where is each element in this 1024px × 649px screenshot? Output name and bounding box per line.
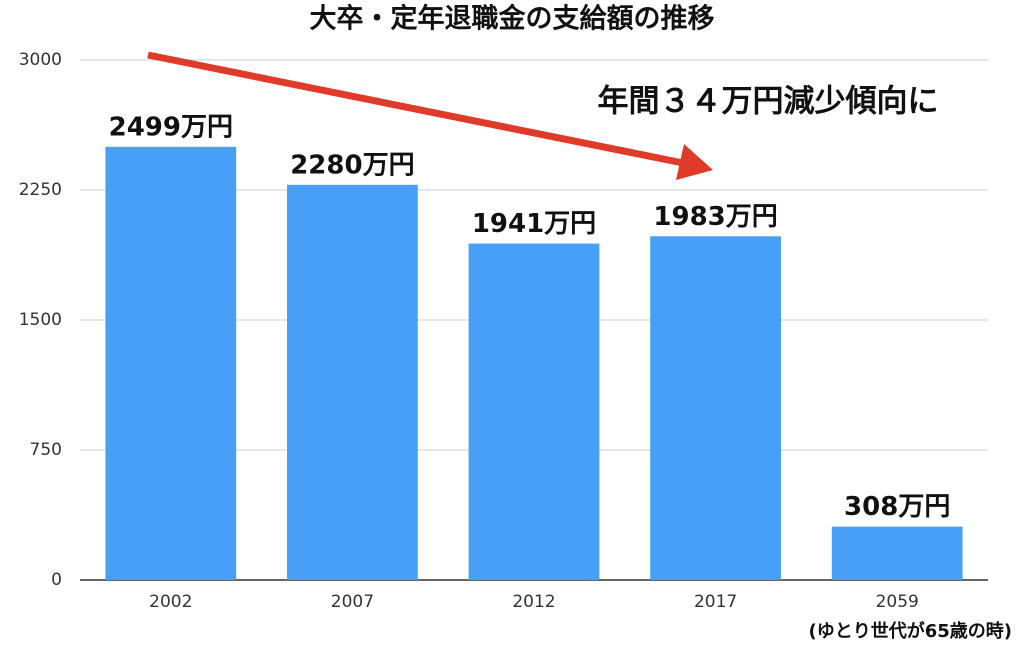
value-label: 308万円 [844, 492, 950, 522]
y-tick-label: 0 [51, 570, 62, 590]
x-tick-label: 2007 [331, 592, 374, 612]
bar [287, 184, 418, 581]
y-tick-label: 2250 [19, 180, 62, 200]
x-tick-label: 2012 [512, 592, 555, 612]
y-tick-label: 750 [30, 440, 62, 460]
trend-arrowhead [676, 144, 713, 180]
bar [105, 146, 237, 580]
value-label: 2499万円 [109, 112, 233, 142]
footnote: (ゆとり世代が65歳の時) [808, 620, 1012, 642]
x-tick-label: 2059 [876, 592, 919, 612]
y-tick-label: 1500 [19, 310, 62, 330]
trend-arrow [147, 51, 689, 168]
chart-title: 大卒・定年退職金の支給額の推移 [310, 3, 715, 35]
bar [831, 526, 963, 580]
value-label: 1941万円 [472, 209, 596, 239]
bar [650, 236, 781, 580]
annotation: 年間３４万円減少傾向に [598, 84, 939, 120]
value-label: 1983万円 [653, 202, 777, 232]
y-tick-label: 3000 [19, 50, 62, 70]
x-tick-label: 2017 [694, 592, 737, 612]
bar [468, 243, 600, 580]
x-tick-label: 2002 [149, 592, 192, 612]
value-label: 2280万円 [290, 150, 414, 180]
